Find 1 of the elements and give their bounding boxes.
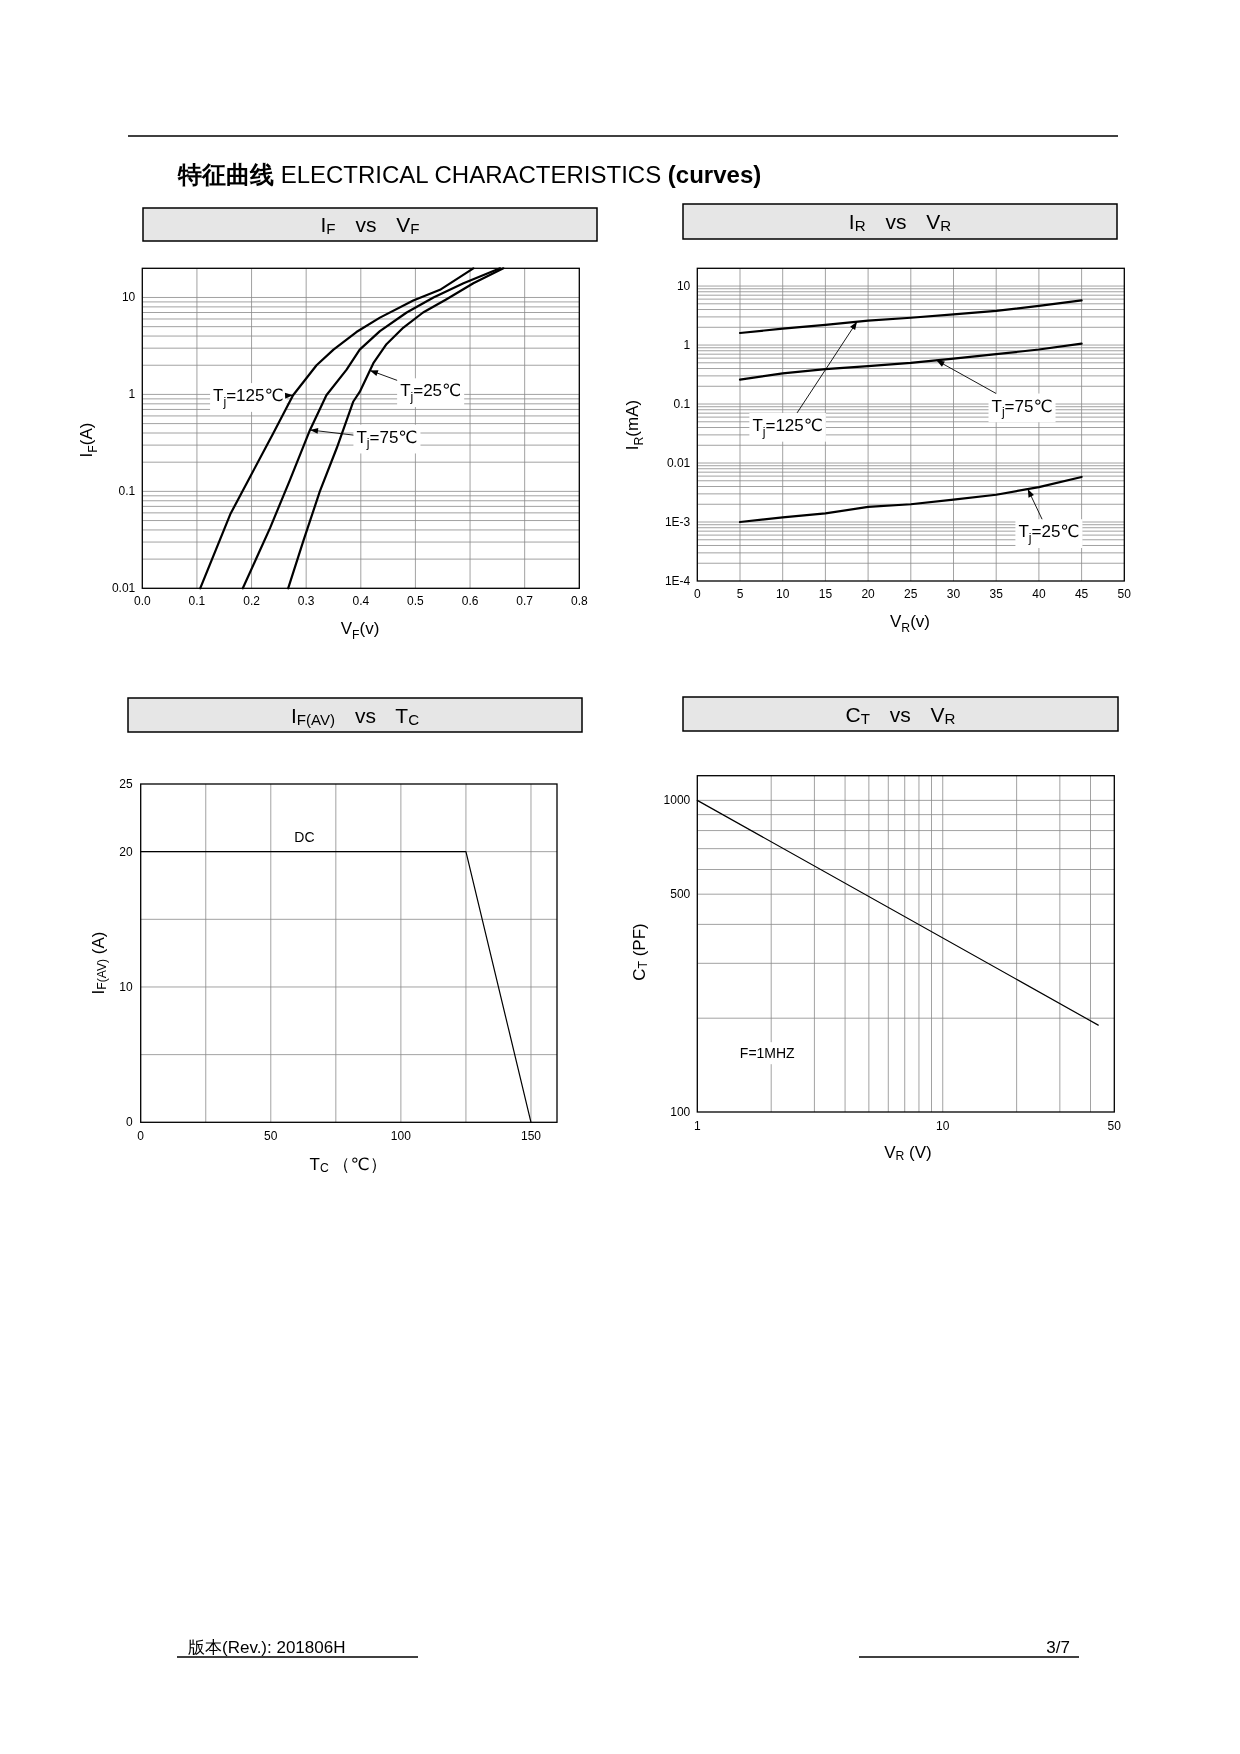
x-tick-label: 50 — [1117, 587, 1132, 601]
